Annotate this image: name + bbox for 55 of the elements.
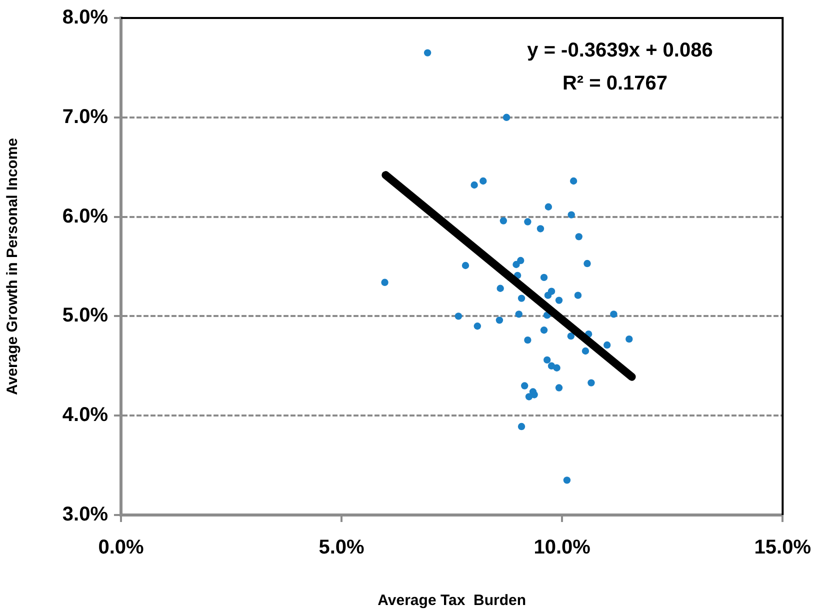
point [424, 49, 432, 56]
point [500, 217, 508, 224]
point [570, 177, 578, 185]
point [563, 476, 571, 484]
point [480, 177, 487, 185]
point [381, 278, 388, 286]
point [567, 332, 575, 340]
y-tick-label: 3.0% [62, 504, 108, 526]
point [517, 256, 524, 264]
point [555, 384, 563, 392]
y-tick-label: 8.0% [62, 6, 108, 29]
point [568, 211, 575, 218]
point [536, 225, 544, 232]
point [502, 114, 510, 121]
point [553, 364, 560, 372]
x-axis-title: Average Tax Burden [378, 592, 526, 610]
y-tick-label: 4.0% [62, 404, 108, 426]
point [518, 422, 526, 430]
point [515, 310, 522, 318]
point [496, 284, 504, 292]
point [603, 341, 611, 349]
point [524, 336, 532, 344]
point [470, 181, 478, 189]
point [555, 296, 563, 304]
point [584, 260, 591, 268]
annotation: y = -0.3639x + 0.086 [527, 40, 713, 62]
point [518, 294, 526, 302]
point [544, 203, 552, 210]
x-tick-label: 5.0% [318, 536, 365, 559]
y-tick-label: 7.0% [62, 106, 108, 128]
point [521, 382, 528, 390]
x-tick-label: 15.0% [754, 536, 812, 559]
point [544, 292, 552, 299]
point [496, 316, 504, 324]
point [525, 393, 533, 400]
point [474, 322, 482, 330]
point [454, 312, 462, 320]
point [626, 335, 633, 343]
x-tick-label: 0.0% [98, 536, 144, 559]
point [524, 218, 532, 226]
point [512, 260, 520, 268]
point [575, 233, 582, 240]
point [540, 326, 548, 334]
x-tick-label: 10.0% [534, 536, 591, 559]
y-tick-label: 5.0% [62, 304, 108, 327]
y-tick-label: 6.0% [62, 205, 108, 228]
point [540, 274, 548, 282]
point [588, 379, 595, 386]
point [582, 347, 590, 355]
y-axis-title: Average Growth in Personal Income [4, 138, 22, 396]
point [462, 262, 470, 270]
point [574, 292, 582, 299]
annotation: R² = 0.1767 [562, 72, 668, 95]
point [544, 356, 551, 364]
point [610, 310, 618, 318]
